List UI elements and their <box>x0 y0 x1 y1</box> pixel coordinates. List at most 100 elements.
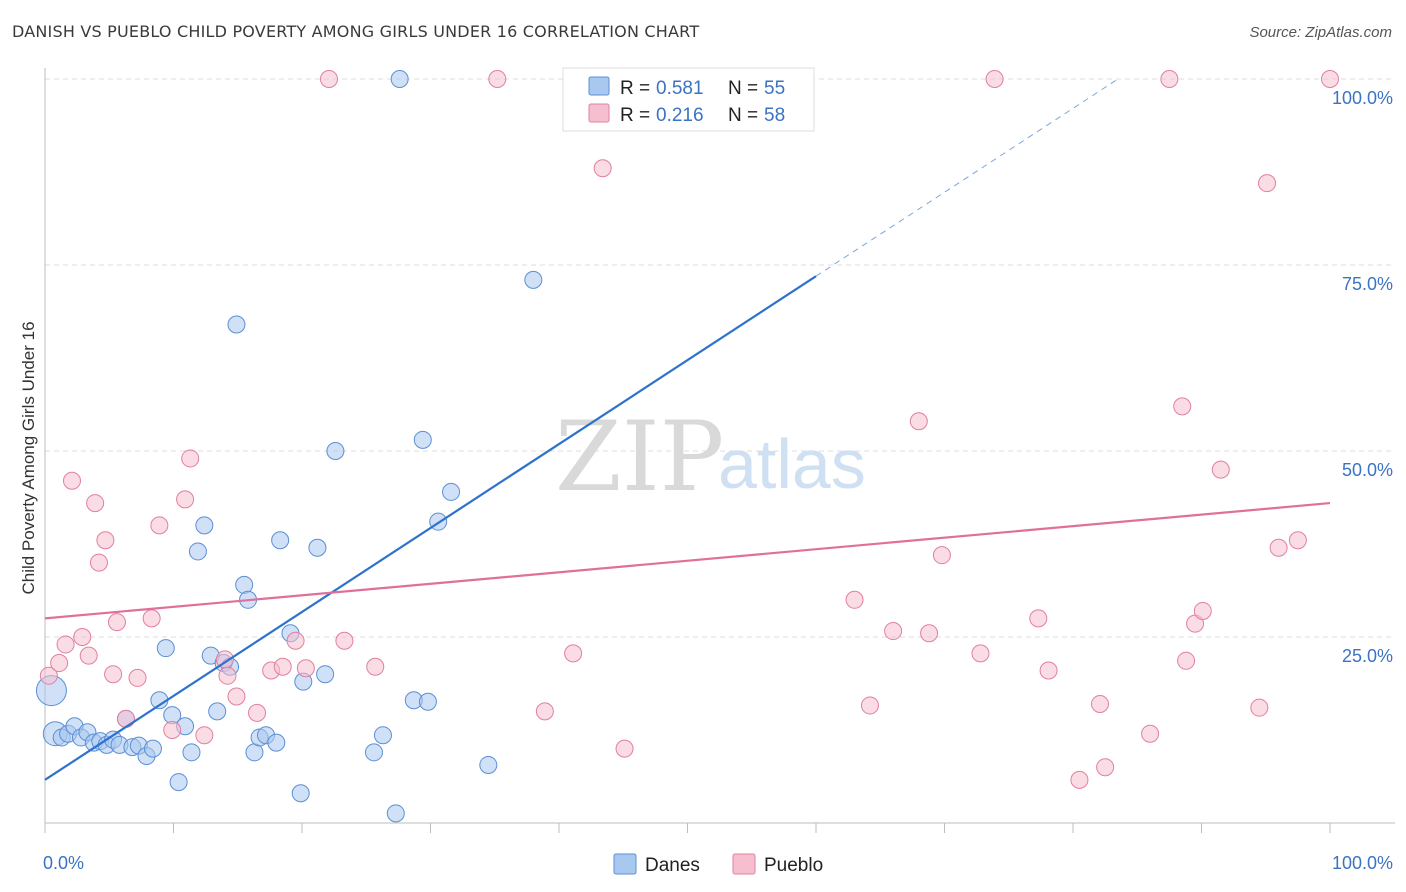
point-pueblo-48 <box>1141 724 1160 743</box>
legend-n-value-pueblo: 58 <box>764 105 785 126</box>
point-pueblo-59 <box>1321 70 1339 88</box>
point-danes-20 <box>169 773 188 792</box>
point-danes-16 <box>143 739 162 758</box>
point-danes-26 <box>208 702 227 721</box>
point-pueblo-39 <box>920 624 939 643</box>
legend-n-label-danes: N = <box>728 78 758 99</box>
point-pueblo-6 <box>86 494 105 513</box>
point-pueblo-3 <box>62 471 81 490</box>
y-axis-title: Child Poverty Among Girls Under 16 <box>19 321 38 594</box>
point-pueblo-28 <box>335 631 354 650</box>
point-pueblo-30 <box>488 70 507 88</box>
point-pueblo-21 <box>227 687 246 706</box>
point-danes-30 <box>235 575 254 594</box>
legend-r-label-danes: R = <box>620 78 650 99</box>
point-danes-45 <box>386 804 405 823</box>
point-pueblo-55 <box>1250 698 1269 717</box>
point-pueblo-25 <box>286 631 305 650</box>
point-pueblo-20 <box>218 666 237 685</box>
point-pueblo-53 <box>1193 601 1212 620</box>
point-pueblo-0 <box>39 666 58 685</box>
point-pueblo-29 <box>366 657 385 676</box>
point-danes-43 <box>364 743 383 762</box>
point-pueblo-8 <box>96 531 115 550</box>
legend-bottom-label-pueblo: Pueblo <box>764 855 823 876</box>
legend-bottom-label-danes: Danes <box>645 855 700 876</box>
point-pueblo-35 <box>845 590 864 609</box>
point-pueblo-42 <box>985 70 1004 88</box>
point-pueblo-57 <box>1269 538 1288 557</box>
legend-bottom-swatch-pueblo <box>732 853 756 875</box>
point-pueblo-22 <box>248 703 267 722</box>
point-danes-51 <box>442 482 461 501</box>
legend-r-value-pueblo: 0.216 <box>656 105 704 126</box>
legend-r-label-pueblo: R = <box>620 105 650 126</box>
legend-bottom-swatch-danes <box>613 853 637 875</box>
point-pueblo-10 <box>107 613 126 632</box>
point-pueblo-38 <box>909 412 928 431</box>
point-pueblo-58 <box>1288 531 1307 550</box>
legend-swatch-danes <box>588 76 610 96</box>
point-pueblo-51 <box>1177 651 1196 670</box>
point-danes-52 <box>479 755 498 774</box>
point-pueblo-7 <box>89 553 108 572</box>
point-pueblo-44 <box>1039 661 1058 680</box>
point-pueblo-12 <box>128 668 147 687</box>
y-tick-label-0: 25.0% <box>1342 646 1393 666</box>
point-pueblo-13 <box>142 609 161 628</box>
y-tick-labels: 25.0% 50.0% 75.0% 100.0% <box>1332 88 1393 666</box>
legend-r-value-danes: 0.581 <box>656 78 704 99</box>
point-pueblo-36 <box>860 696 879 715</box>
point-danes-49 <box>418 692 437 711</box>
watermark-zip: ZIP <box>555 401 724 513</box>
source-label: Source: ZipAtlas.com <box>1249 24 1392 41</box>
trend-extension-danes <box>815 78 1119 277</box>
point-pueblo-4 <box>73 628 92 646</box>
point-danes-35 <box>267 733 286 752</box>
trend-lines <box>44 78 1331 781</box>
point-pueblo-5 <box>79 646 98 665</box>
point-pueblo-47 <box>1096 758 1115 777</box>
legend-swatch-pueblo <box>588 103 610 123</box>
trend-line-danes <box>44 275 817 781</box>
point-pueblo-17 <box>181 449 200 468</box>
point-pueblo-40 <box>932 546 951 565</box>
point-pueblo-54 <box>1211 460 1230 479</box>
point-pueblo-56 <box>1258 174 1277 193</box>
point-pueblo-37 <box>884 622 903 641</box>
grid-lines <box>45 78 1395 638</box>
legend-n-value-danes: 55 <box>764 78 785 99</box>
point-danes-38 <box>291 784 310 803</box>
x-tick-label-0: 0.0% <box>43 853 84 873</box>
point-danes-18 <box>156 639 175 658</box>
x-tick-labels: 0.0% 100.0% <box>43 853 1393 873</box>
point-danes-41 <box>316 665 335 684</box>
point-danes-22 <box>182 743 201 762</box>
y-tick-label-1: 50.0% <box>1342 460 1393 480</box>
chart-title: DANISH VS PUEBLO CHILD POVERTY AMONG GIR… <box>12 22 700 41</box>
y-tick-label-3: 100.0% <box>1332 88 1393 108</box>
point-pueblo-2 <box>56 635 75 654</box>
point-pueblo-33 <box>593 159 612 178</box>
watermark-atlas: atlas <box>718 425 866 503</box>
point-pueblo-15 <box>163 721 182 739</box>
legend-top: R = 0.581 N = 55 R = 0.216 N = 58 <box>562 67 815 132</box>
watermark: ZIP atlas <box>555 401 866 513</box>
point-pueblo-27 <box>319 70 338 88</box>
point-pueblo-1 <box>50 654 69 673</box>
point-pueblo-45 <box>1070 770 1089 789</box>
legend-bottom: Danes Pueblo <box>613 853 823 876</box>
point-pueblo-50 <box>1173 397 1192 416</box>
point-danes-40 <box>308 538 327 557</box>
point-pueblo-24 <box>273 657 292 676</box>
trend-line-pueblo <box>44 501 1331 620</box>
series-pueblo <box>39 70 1339 789</box>
point-pueblo-18 <box>195 726 214 745</box>
point-danes-46 <box>390 70 409 88</box>
legend-n-label-pueblo: N = <box>728 105 758 126</box>
point-pueblo-16 <box>176 490 195 509</box>
point-danes-42 <box>326 442 345 460</box>
point-pueblo-46 <box>1090 694 1109 713</box>
point-danes-48 <box>413 430 432 449</box>
